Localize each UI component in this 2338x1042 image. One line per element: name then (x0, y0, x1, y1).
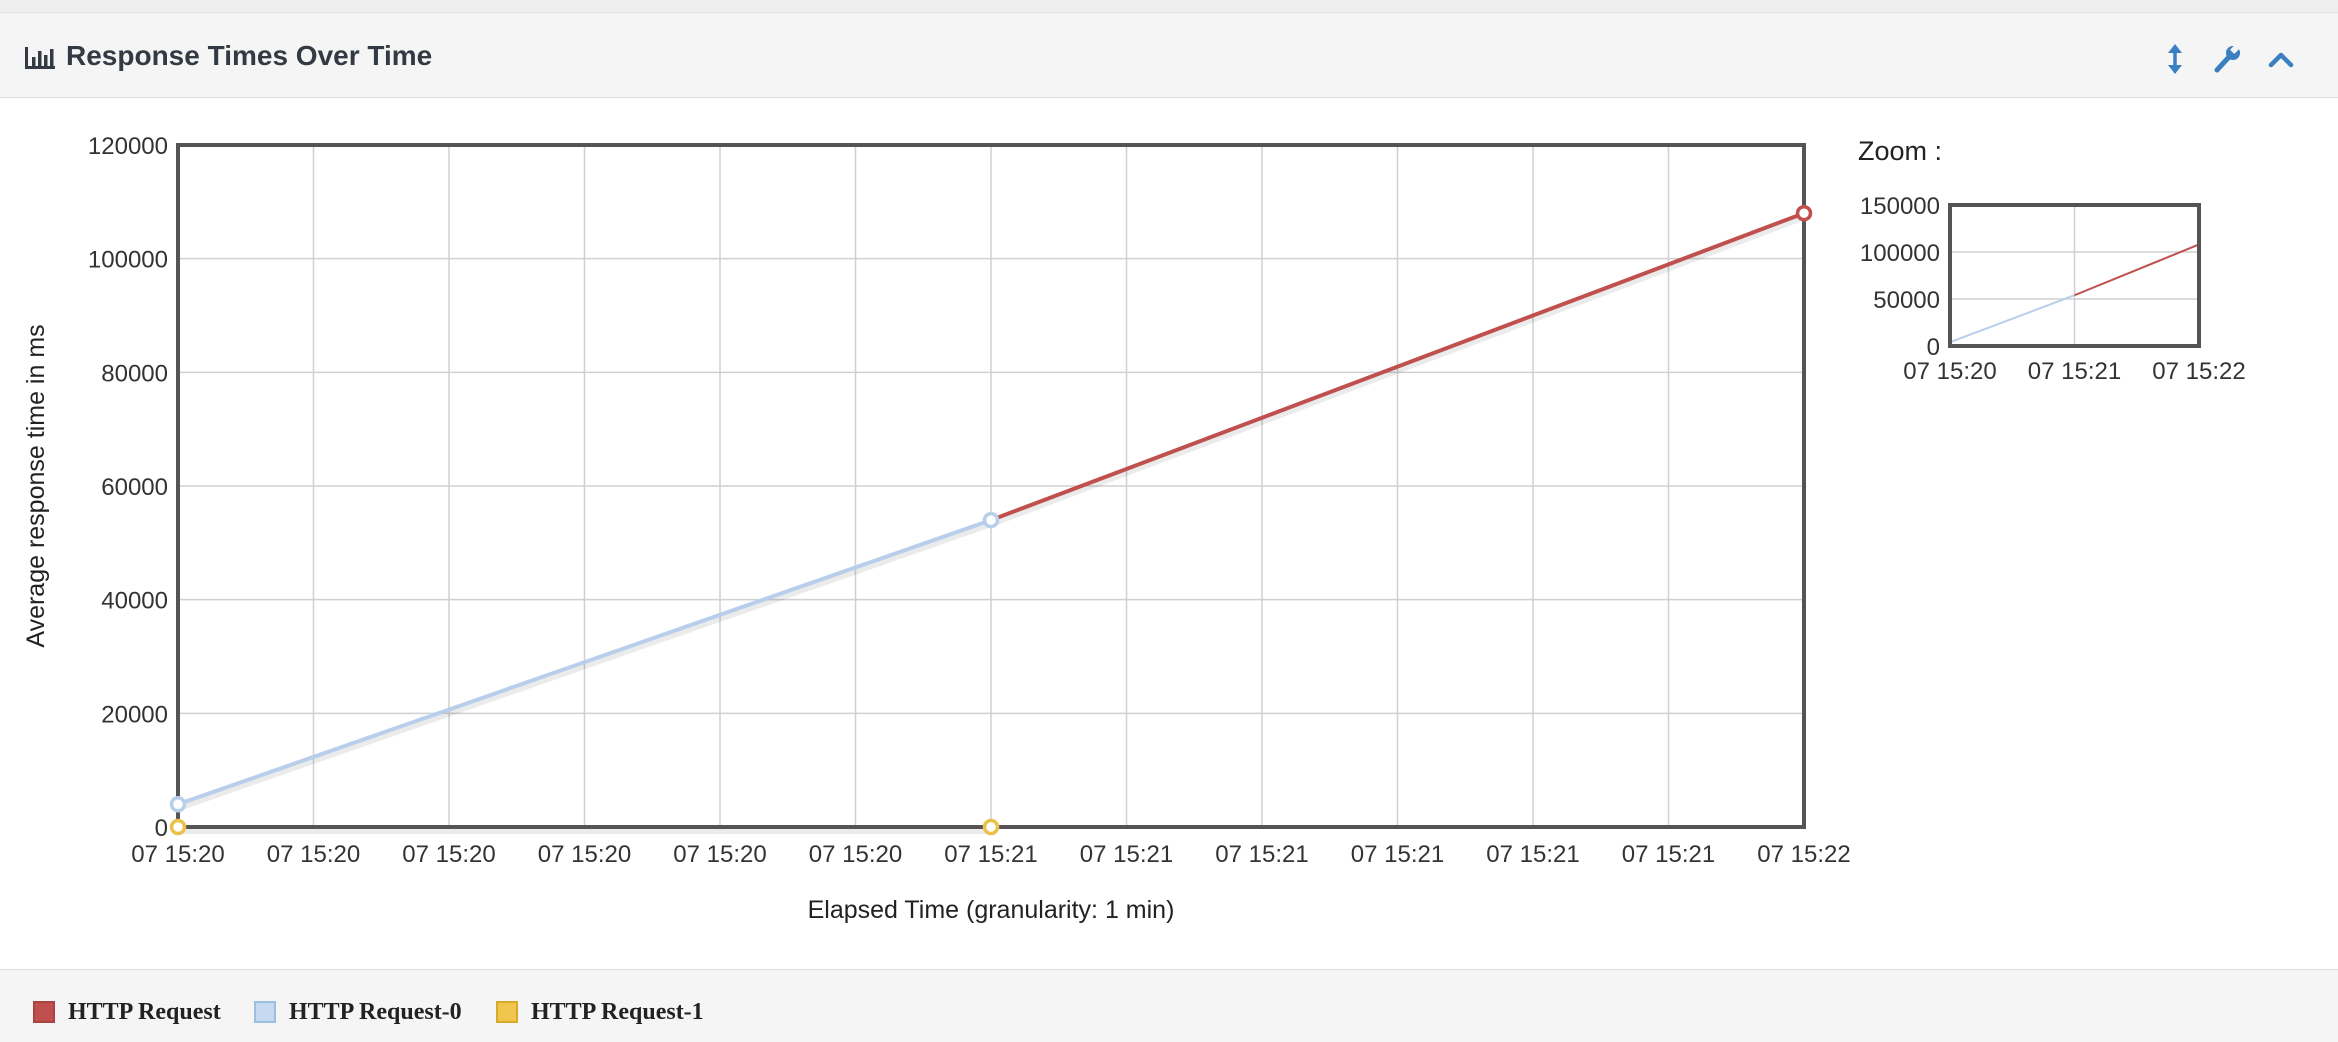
zoom-y-tick-label: 100000 (1860, 240, 1940, 267)
y-tick-label: 20000 (101, 701, 168, 728)
response-times-chart[interactable]: 0 20000 40000 60000 80000 100000 120000 07 15:… (0, 99, 2338, 969)
zoom-label: Zoom : (1858, 136, 1942, 166)
y-tick-label: 0 (155, 815, 168, 842)
collapse-button[interactable] (2264, 42, 2298, 76)
zoom-y-tick-label: 50000 (1873, 287, 1940, 314)
x-tick-label: 07 15:21 (1351, 841, 1444, 868)
x-tick-labels: 07 15:20 07 15:20 07 15:20 07 15:20 07 15:20… (131, 841, 1850, 868)
zoom-y-tick-label: 150000 (1860, 193, 1940, 220)
data-point (982, 818, 1000, 836)
x-tick-label: 07 15:21 (1486, 841, 1579, 868)
bar-chart-icon (24, 45, 56, 71)
x-tick-label: 07 15:21 (944, 841, 1037, 868)
x-tick-label: 07 15:22 (1757, 841, 1850, 868)
legend-label: HTTP Request-0 (289, 998, 462, 1025)
data-point (169, 796, 187, 813)
panel-title: Response Times Over Time (66, 40, 433, 71)
data-point (169, 818, 187, 836)
legend-swatch (254, 1001, 276, 1023)
legend-item-http-request[interactable]: HTTP Request (33, 997, 221, 1027)
zoom-series-line (1949, 294, 2075, 344)
legend-item-http-request-0[interactable]: HTTP Request-0 (254, 997, 462, 1027)
x-tick-label: 07 15:21 (1215, 841, 1308, 868)
x-tick-label: 07 15:21 (1622, 841, 1715, 868)
data-point (1795, 204, 1813, 222)
y-tick-label: 60000 (101, 474, 168, 501)
zoom-y-tick-labels: 0 50000 100000 150000 (1860, 193, 1940, 361)
chevron-up-icon (2268, 52, 2294, 68)
zoom-series-line (2074, 243, 2200, 297)
y-tick-labels: 0 20000 40000 60000 80000 100000 120000 (88, 133, 168, 842)
x-tick-label: 07 15:20 (538, 841, 631, 868)
zoom-y-tick-label: 0 (1927, 334, 1940, 361)
chart-area: 0 20000 40000 60000 80000 100000 120000 07 15:… (0, 99, 2338, 969)
y-tick-label: 120000 (88, 133, 168, 160)
x-tick-label: 07 15:20 (809, 841, 902, 868)
legend-swatch (33, 1001, 55, 1023)
series-shadow (177, 521, 992, 812)
wrench-button[interactable] (2210, 42, 2244, 76)
resize-vertical-button[interactable] (2158, 42, 2192, 76)
x-tick-label: 07 15:20 (673, 841, 766, 868)
panel-header: Response Times Over Time (0, 13, 2338, 98)
legend-item-http-request-1[interactable]: HTTP Request-1 (496, 997, 704, 1027)
x-tick-label: 07 15:20 (267, 841, 360, 868)
x-tick-label: 07 15:20 (402, 841, 495, 868)
zoom-grid (1949, 204, 2200, 347)
x-tick-label: 07 15:20 (131, 841, 224, 868)
y-tick-label: 100000 (88, 247, 168, 274)
y-axis-label: Average response time in ms (22, 324, 50, 647)
zoom-x-tick-label: 07 15:21 (2028, 358, 2121, 385)
x-tick-label: 07 15:21 (1080, 841, 1173, 868)
wrench-icon (2214, 44, 2240, 73)
top-strip (0, 0, 2338, 13)
zoom-frame[interactable] (1948, 203, 2201, 348)
resize-vertical-icon (2168, 44, 2182, 74)
data-point (982, 511, 1000, 529)
series-shadow (989, 214, 1806, 527)
series-line (990, 211, 1805, 522)
legend-label: HTTP Request (68, 998, 221, 1025)
legend-swatch (496, 1001, 518, 1023)
legend-bar: HTTP Request HTTP Request-0 HTTP Request… (0, 969, 2338, 1042)
series-line (177, 518, 992, 807)
zoom-x-tick-labels: 07 15:20 07 15:21 07 15:22 (1903, 358, 2245, 385)
zoom-x-tick-label: 07 15:22 (2152, 358, 2245, 385)
x-axis-label: Elapsed Time (granularity: 1 min) (808, 896, 1175, 924)
legend-label: HTTP Request-1 (531, 998, 704, 1025)
zoom-x-tick-label: 07 15:20 (1903, 358, 1996, 385)
y-tick-label: 40000 (101, 588, 168, 615)
y-tick-label: 80000 (101, 360, 168, 387)
main-points (169, 204, 1813, 836)
